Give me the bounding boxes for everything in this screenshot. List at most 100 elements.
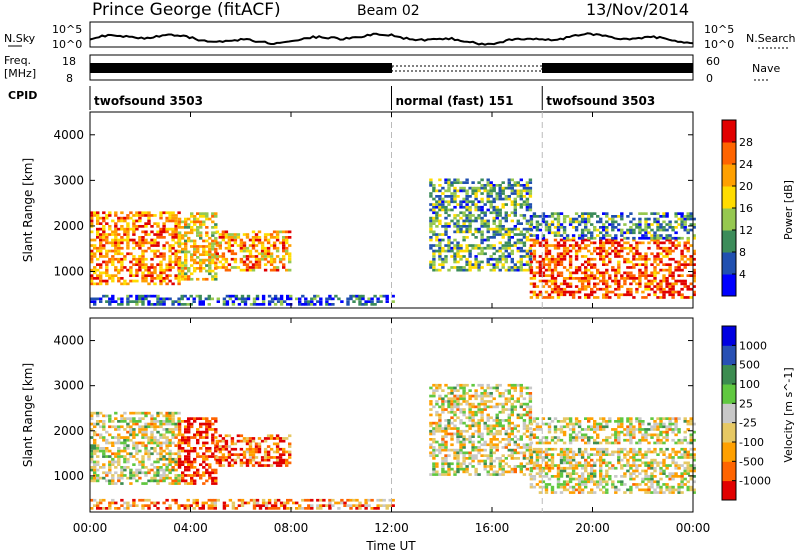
heatmap-cell [108,507,111,510]
heatmap-cell [533,234,536,237]
heatmap-cell [258,258,261,261]
heatmap-cell [96,461,99,464]
heatmap-cell [444,225,447,228]
heatmap-cell [477,427,480,430]
heatmap-cell [126,217,129,220]
heatmap-cell [569,486,572,489]
heatmap-cell [261,250,264,253]
heatmap-cell [181,270,184,273]
heatmap-cell [153,266,156,269]
heatmap-cell [677,263,680,266]
heatmap-cell [264,456,267,459]
heatmap-cell [584,272,587,275]
heatmap-cell [611,244,614,247]
heatmap-cell [680,226,683,229]
heatmap-cell [584,221,587,224]
heatmap-cell [135,447,138,450]
heatmap-cell [487,179,490,182]
heatmap-cell [602,475,605,478]
heatmap-cell [508,231,511,234]
heatmap-cell [138,450,141,453]
heatmap-cell [105,250,108,253]
heatmap-cell [474,414,477,417]
heatmap-cell [690,448,693,451]
heatmap-cell [560,272,563,275]
heatmap-cell [590,480,593,483]
heatmap-cell [674,291,677,294]
heatmap-cell [108,298,111,301]
heatmap-cell [480,217,483,220]
heatmap-cell [674,451,677,454]
heatmap-cell [487,181,490,184]
heatmap-cell [447,222,450,225]
heatmap-cell [480,433,483,436]
heatmap-cell [635,291,638,294]
heatmap-cell [617,451,620,454]
heatmap-cell [444,200,447,203]
heatmap-cell [102,295,105,298]
heatmap-cell [641,291,644,294]
heatmap-cell [138,258,141,261]
heatmap-cell [108,225,111,228]
heatmap-cell [453,400,456,403]
heatmap-cell [126,239,129,242]
heatmap-cell [120,420,123,423]
heatmap-cell [659,486,662,489]
heatmap-cell [96,258,99,261]
heatmap-cell [484,392,487,395]
heatmap-cell [584,464,587,467]
heatmap-cell [490,244,493,247]
heatmap-cell [241,295,244,298]
heatmap-cell [602,480,605,483]
heatmap-cell [129,211,132,214]
heatmap-cell [557,223,560,226]
heatmap-cell [599,221,602,224]
heatmap-cell [487,261,490,264]
heatmap-cell [605,215,608,218]
heatmap-cell [211,480,214,483]
heatmap-cell [276,269,279,272]
heatmap-cell [671,237,674,240]
heatmap-cell [656,263,659,266]
heatmap-cell [620,451,623,454]
heatmap-cell [587,464,590,467]
heatmap-cell [174,274,177,277]
heatmap-cell [90,283,93,286]
heatmap-cell [572,456,575,459]
heatmap-cell [267,451,270,454]
heatmap-cell [608,296,611,299]
heatmap-cell [490,427,493,430]
heatmap-cell [584,255,587,258]
heatmap-cell [584,293,587,296]
heatmap-cell [117,474,120,477]
heatmap-cell [258,464,261,467]
heatmap-cell [575,226,578,229]
heatmap-cell [490,206,493,209]
heatmap-cell [530,434,533,437]
heatmap-cell [184,469,187,472]
heatmap-cell [468,438,471,441]
heatmap-cell [644,212,647,215]
heatmap-cell [181,480,184,483]
heatmap-cell [202,466,205,469]
heatmap-cell [123,255,126,258]
heatmap-cell [647,464,650,467]
heatmap-cell [264,451,267,454]
heatmap-cell [159,436,162,439]
heatmap-cell [190,226,193,229]
heatmap-cell [114,252,117,255]
heatmap-cell [435,389,438,392]
heatmap-cell [626,261,629,264]
heatmap-cell [253,303,256,306]
heatmap-cell [187,270,190,273]
heatmap-cell [165,231,168,234]
heatmap-cell [165,442,168,445]
heatmap-cell [508,247,511,250]
heatmap-cell [530,467,533,470]
heatmap-cell [484,441,487,444]
heatmap-cell [123,280,126,283]
heatmap-cell [147,480,150,483]
heatmap-cell [346,303,349,306]
heatmap-cell [99,263,102,266]
heatmap-cell [569,221,572,224]
